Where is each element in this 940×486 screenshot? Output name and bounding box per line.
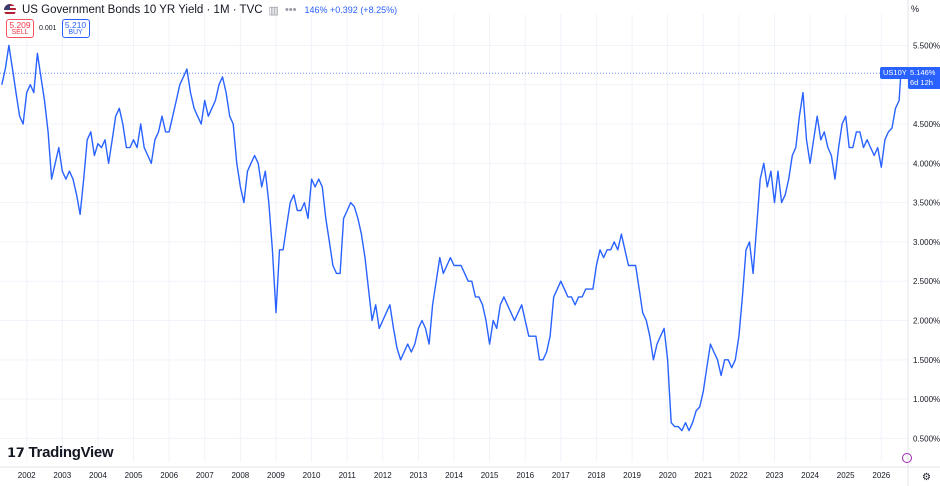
x-tick-label: 2026 (872, 471, 890, 480)
more-icon[interactable]: ••• (284, 4, 297, 16)
y-tick-label: 5.500% (913, 41, 940, 50)
x-tick-label: 2013 (409, 471, 427, 480)
buy-price: 5.210 (64, 20, 87, 30)
y-tick-label: 4.000% (913, 159, 940, 168)
sell-label: SELL (11, 29, 29, 36)
x-tick-label: 2021 (694, 471, 712, 480)
buy-label: BUY (68, 29, 83, 36)
quote-change: 146% +0.392 (+8.25%) (304, 5, 398, 15)
y-tick-label: 4.500% (913, 120, 940, 129)
us-flag-icon (4, 4, 16, 16)
y-tick-label: 1.000% (913, 395, 940, 404)
x-tick-label: 2003 (53, 471, 71, 480)
x-tick-label: 2011 (339, 471, 357, 480)
eye-icon[interactable]: ▥ (268, 4, 279, 17)
x-tick-label: 2019 (623, 471, 641, 480)
x-tick-label: 2016 (516, 471, 534, 480)
x-tick-label: 2017 (552, 471, 570, 480)
x-tick-label: 2004 (89, 471, 107, 480)
yield-series-line (1, 44, 902, 432)
x-tick-label: 2002 (18, 471, 36, 480)
x-tick-label: 2022 (730, 471, 748, 480)
spread-value: 0.001 (39, 25, 57, 32)
last-price-box: 5.146% 6d 12h (908, 67, 940, 89)
tradingview-mark-icon: 𝟭𝟳 (7, 444, 25, 460)
x-tick-label: 2023 (766, 471, 784, 480)
x-tick-label: 2020 (659, 471, 677, 480)
x-tick-label: 2012 (374, 471, 392, 480)
x-tick-label: 2014 (445, 471, 463, 480)
y-tick-label: 2.000% (913, 317, 940, 326)
x-tick-label: 2009 (267, 471, 285, 480)
x-tick-label: 2007 (196, 471, 214, 480)
buy-button[interactable]: 5.210 BUY (61, 19, 90, 38)
settings-icon[interactable]: ⚙ (922, 472, 931, 483)
y-tick-label: 0.500% (913, 434, 940, 443)
logo-text: TradingView (28, 444, 114, 461)
sell-price: 5.209 (9, 20, 31, 30)
trade-panel: 5.209 SELL 0.001 5.210 BUY (6, 19, 90, 38)
last-price: 5.146% (910, 68, 936, 77)
x-tick-label: 2024 (801, 471, 819, 480)
axis-unit: % (911, 4, 920, 14)
x-tick-label: 2018 (588, 471, 606, 480)
x-tick-label: 2005 (125, 471, 143, 480)
x-tick-label: 2025 (837, 471, 855, 480)
chart-header: US Government Bonds 10 YR Yield · 1M · T… (4, 2, 397, 18)
y-tick-label: 2.500% (913, 277, 940, 286)
sell-button[interactable]: 5.209 SELL (6, 19, 34, 38)
symbol-badge: US10Y (880, 67, 910, 79)
y-tick-label: 1.500% (913, 356, 940, 365)
x-tick-label: 2006 (160, 471, 178, 480)
x-tick-label: 2015 (481, 471, 499, 480)
x-tick-label: 2010 (303, 471, 321, 480)
tradingview-logo[interactable]: 𝟭𝟳 TradingView (7, 444, 114, 461)
y-tick-label: 3.500% (913, 199, 940, 208)
symbol-title[interactable]: US Government Bonds 10 YR Yield · 1M · T… (22, 4, 263, 16)
indicator-icon[interactable] (902, 453, 912, 463)
y-tick-label: 3.000% (913, 238, 940, 247)
bar-countdown: 6d 12h (910, 78, 933, 87)
x-tick-label: 2008 (231, 471, 249, 480)
